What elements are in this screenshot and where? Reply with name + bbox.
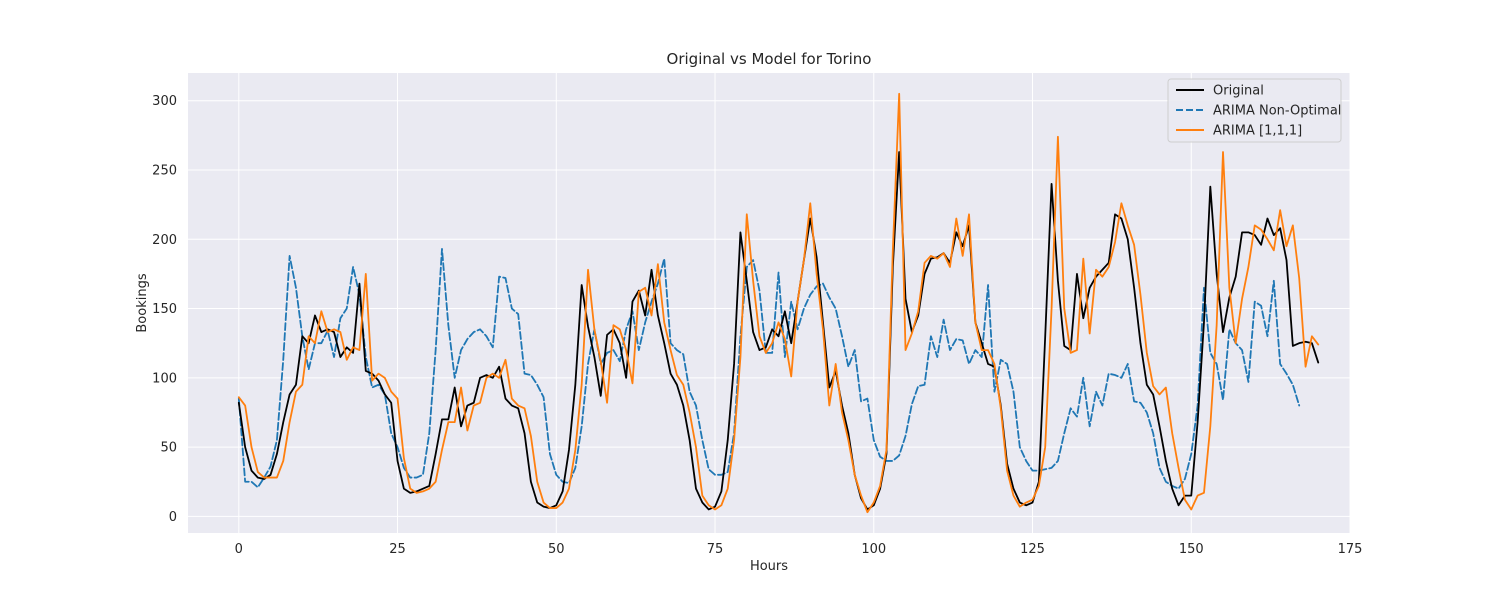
x-tick-label: 125 — [1020, 542, 1045, 557]
x-tick-label: 50 — [548, 542, 565, 557]
x-tick-label: 150 — [1179, 542, 1204, 557]
y-tick-label: 250 — [152, 163, 177, 178]
y-tick-label: 150 — [152, 302, 177, 317]
y-tick-labels: 0 50 100 150 200 250 300 — [152, 94, 177, 525]
series-line-original — [237, 151, 1320, 511]
x-axis-label: Hours — [750, 559, 788, 574]
x-tick-label: 75 — [707, 542, 724, 557]
legend-entry-label: Original — [1213, 84, 1264, 99]
y-axis-label: Bookings — [135, 273, 150, 332]
y-tick-label: 200 — [152, 233, 177, 248]
legend: Original ARIMA Non-Optimal ARIMA [1,1,1] — [1167, 78, 1342, 143]
y-tick-label: 300 — [152, 94, 177, 109]
legend-box — [1167, 78, 1342, 143]
x-tick-label: 0 — [235, 542, 243, 557]
legend-entry-label: ARIMA [1,1,1] — [1213, 124, 1302, 139]
chart-title: Original vs Model for Torino — [667, 50, 872, 68]
legend-entry-label: ARIMA Non-Optimal — [1213, 104, 1341, 119]
series-line-arima-non-optimal — [237, 248, 1301, 490]
y-tick-label: 0 — [169, 510, 177, 525]
x-tick-label: 25 — [389, 542, 406, 557]
x-tick-labels: 0 25 50 75 100 125 150 175 — [235, 542, 1363, 557]
y-tick-label: 100 — [152, 371, 177, 386]
x-tick-label: 175 — [1338, 542, 1363, 557]
y-tick-label: 50 — [160, 441, 177, 456]
x-tick-label: 100 — [861, 542, 886, 557]
series-lines — [237, 92, 1320, 514]
plot-background — [188, 73, 1350, 533]
grid — [188, 73, 1351, 533]
series-line-arima-1-1-1 — [237, 92, 1320, 514]
